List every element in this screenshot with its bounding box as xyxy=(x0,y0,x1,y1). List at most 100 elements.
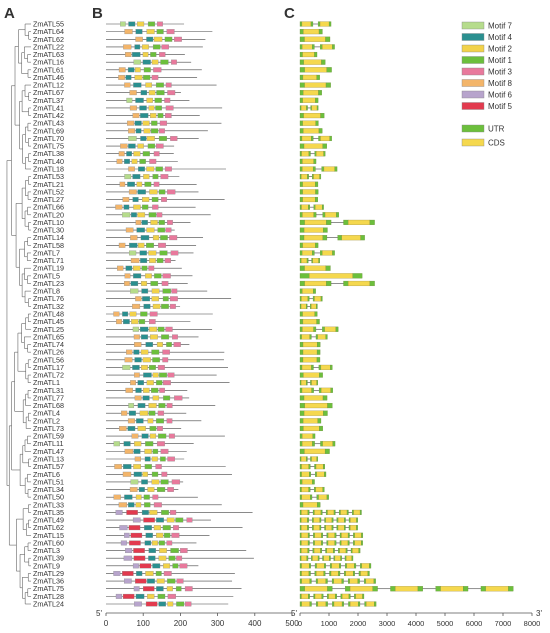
motif-box xyxy=(156,578,165,584)
motif-box xyxy=(139,250,147,256)
motif-box xyxy=(132,517,141,523)
utr-box xyxy=(307,174,309,180)
motif-box xyxy=(136,181,143,187)
utr-box xyxy=(333,555,336,561)
axis-c-tick: 3000 xyxy=(379,619,396,628)
motif-box xyxy=(132,52,141,57)
cds-box xyxy=(316,471,325,477)
utr-box xyxy=(360,563,362,569)
cds-box xyxy=(302,357,318,363)
utr-box xyxy=(313,532,315,538)
gene-label: ZmATL71 xyxy=(33,256,64,265)
motif-box xyxy=(113,571,121,576)
gene-label: ZmATL66 xyxy=(33,203,64,212)
motif-box xyxy=(124,174,132,180)
motif-box xyxy=(133,586,140,592)
motif-box xyxy=(146,97,153,103)
gene-label: ZmATL72 xyxy=(33,371,64,380)
utr-box xyxy=(318,387,322,393)
motif-box xyxy=(176,555,183,561)
utr-box xyxy=(508,586,514,592)
motif-box xyxy=(130,288,139,294)
utr-box xyxy=(374,601,377,607)
utr-box xyxy=(299,113,304,119)
utr-box xyxy=(327,586,333,592)
motif-box xyxy=(159,128,165,134)
utr-box xyxy=(356,517,358,523)
utr-box xyxy=(325,334,328,340)
utr-box xyxy=(307,540,310,546)
motif-box xyxy=(149,433,157,439)
motif-box xyxy=(129,487,138,492)
gene-label: ZmATL75 xyxy=(33,142,64,151)
motif-box xyxy=(159,548,167,554)
motif-box xyxy=(142,151,150,157)
motif-box xyxy=(124,273,131,279)
cds-box xyxy=(311,456,317,462)
utr-box xyxy=(325,548,328,554)
utr-box xyxy=(322,212,326,218)
cds-box xyxy=(302,479,313,485)
utr-box xyxy=(299,29,304,35)
utr-box xyxy=(306,105,308,111)
motif-box xyxy=(127,418,135,424)
motif-box xyxy=(141,433,149,439)
utr-box xyxy=(308,464,311,470)
motif-box xyxy=(130,380,136,386)
utr-box xyxy=(329,570,332,577)
gene-label: ZmATL34 xyxy=(33,485,64,494)
utr-box xyxy=(299,364,303,370)
motif-box xyxy=(175,586,182,592)
cds-box xyxy=(303,235,324,241)
gene-label: ZmATL8 xyxy=(33,287,60,296)
utr-box xyxy=(345,548,348,554)
motif-box xyxy=(132,326,139,332)
utr-box xyxy=(312,548,315,554)
motif-box xyxy=(165,227,172,233)
motif-box xyxy=(126,151,132,157)
gene-label: ZmATL6 xyxy=(33,470,60,479)
motif-box xyxy=(159,52,166,57)
utr-box xyxy=(323,410,328,416)
motif-box xyxy=(135,36,143,42)
motif-box xyxy=(136,418,144,424)
cds-box xyxy=(320,364,331,370)
motif-box xyxy=(151,59,159,65)
utr-box xyxy=(299,586,305,592)
utr-box xyxy=(347,578,351,584)
cds-box xyxy=(316,151,324,157)
utr-box xyxy=(367,570,370,577)
utr-box xyxy=(335,593,337,599)
motif-box xyxy=(126,349,133,355)
utr-box xyxy=(299,59,304,65)
motif-box xyxy=(147,418,154,424)
motif-box xyxy=(156,342,163,347)
utr-box xyxy=(337,235,342,241)
cds-box xyxy=(301,540,309,546)
utr-box xyxy=(369,563,372,569)
utr-box xyxy=(319,525,322,531)
axis-c-tick: 4000 xyxy=(408,619,425,628)
legend-swatch xyxy=(461,79,485,87)
cds-box xyxy=(301,548,308,554)
cds-box xyxy=(341,540,349,546)
gene-label: ZmATL49 xyxy=(33,516,64,525)
utr-box xyxy=(310,303,312,309)
cds-box xyxy=(311,105,318,111)
gene-label: ZmATL42 xyxy=(33,111,64,120)
motif-box xyxy=(148,212,157,218)
utr-box xyxy=(480,586,486,592)
legend-swatch xyxy=(461,56,485,64)
motif-box xyxy=(133,59,141,65)
motif-box xyxy=(157,593,166,599)
utr-box xyxy=(435,586,441,592)
motif-box xyxy=(169,235,178,241)
motif-box xyxy=(125,52,132,57)
motif-box xyxy=(173,525,179,531)
motif-box xyxy=(152,44,161,50)
utr-box xyxy=(325,578,328,584)
motif-box xyxy=(161,334,170,340)
gene-label: ZmATL32 xyxy=(33,302,64,311)
gene-structure-panel xyxy=(299,21,514,607)
utr-box xyxy=(307,525,309,531)
